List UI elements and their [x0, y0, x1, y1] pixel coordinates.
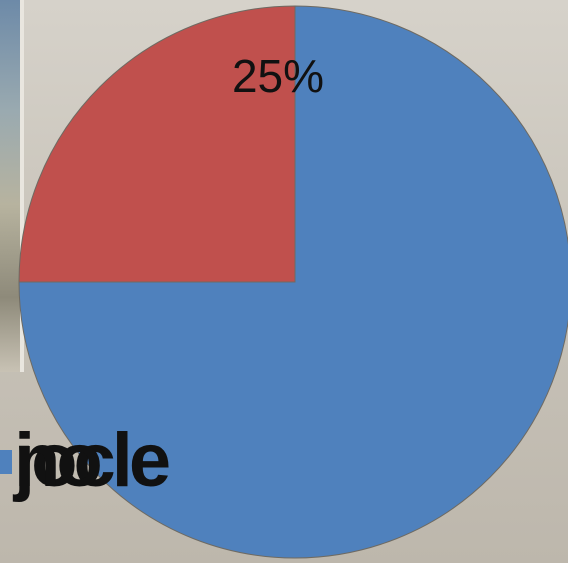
pie-slice-no	[18, 5, 568, 559]
data-label-25-percent: 25%	[232, 50, 324, 102]
legend: jocle no	[0, 418, 300, 508]
pie-slice-jocle	[18, 5, 296, 283]
legend-label-no: no	[14, 418, 103, 503]
legend-swatch	[0, 450, 12, 474]
legend-label-jocle: jocle	[14, 418, 171, 503]
photo-border	[20, 0, 24, 372]
